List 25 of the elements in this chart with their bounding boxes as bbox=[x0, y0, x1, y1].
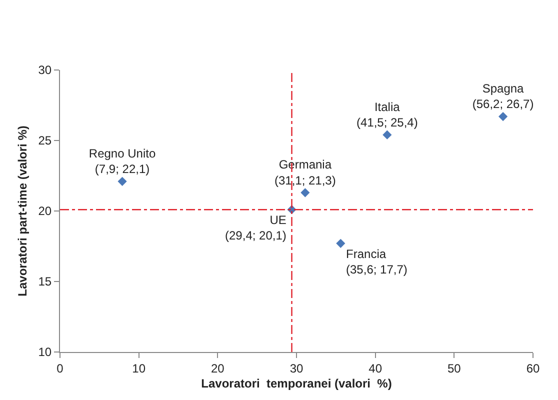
y-tick-label: 10 bbox=[38, 345, 52, 360]
data-label: Italia (41,5; 25,4) bbox=[356, 100, 418, 130]
y-tick-label: 25 bbox=[38, 134, 52, 148]
y-axis-title: Lavoratori part-time (valori %) bbox=[16, 126, 30, 296]
x-tick-label: 40 bbox=[368, 361, 382, 376]
x-tick-label: 30 bbox=[290, 361, 304, 376]
data-label: UE (29,4; 20,1) bbox=[225, 212, 286, 243]
data-label: Regno Unito (7,9; 22,1) bbox=[88, 146, 156, 176]
point bbox=[300, 188, 310, 198]
data-label: Spagna (56,2; 26,7) bbox=[472, 82, 534, 112]
point bbox=[382, 130, 392, 140]
data-label: Francia (35,6; 17,7) bbox=[346, 246, 408, 276]
x-tick-label: 0 bbox=[56, 361, 64, 376]
x-tick-label: 20 bbox=[210, 361, 225, 376]
y-tick-label: 30 bbox=[38, 63, 52, 78]
point bbox=[498, 112, 508, 122]
y-tick-label: 20 bbox=[38, 204, 52, 218]
data-label: Germania (31,1; 21,3) bbox=[274, 158, 336, 188]
point bbox=[118, 176, 127, 186]
x-tick-label: 10 bbox=[132, 361, 146, 376]
x-axis-title: Lavoratori temporanei (valori %) bbox=[201, 376, 392, 390]
y-tick-label: 15 bbox=[38, 274, 52, 289]
x-tick-label: 50 bbox=[447, 361, 462, 376]
point bbox=[336, 238, 346, 248]
x-tick-label: 60 bbox=[526, 361, 540, 376]
